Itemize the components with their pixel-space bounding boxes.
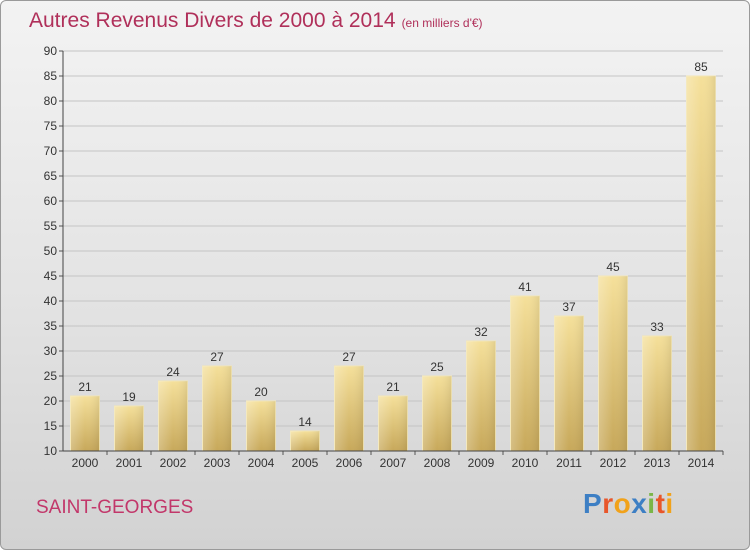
bar-value-label: 21 — [386, 380, 400, 394]
bar-value-label: 14 — [298, 415, 312, 429]
bar-shade — [290, 431, 320, 451]
logo-letter: o — [613, 488, 632, 519]
chart-title: Autres Revenus Divers de 2000 à 2014 (en … — [29, 9, 483, 33]
x-tick-label: 2001 — [116, 456, 143, 470]
bar-value-label: 25 — [430, 360, 444, 374]
chart-title-text: Autres Revenus Divers de 2000 à 2014 — [29, 9, 396, 32]
logo-letter: t — [655, 488, 666, 519]
bar-value-label: 37 — [562, 300, 576, 314]
logo-letter: P — [583, 488, 603, 519]
axes — [62, 51, 723, 452]
bar-value-label: 45 — [606, 260, 620, 274]
y-tick-label: 55 — [44, 219, 58, 233]
y-tick-label: 75 — [44, 119, 58, 133]
x-tick-label: 2005 — [292, 456, 319, 470]
bar-value-label: 21 — [78, 380, 92, 394]
x-tick-label: 2013 — [644, 456, 671, 470]
bar-shade — [642, 336, 672, 451]
bar-shade — [554, 316, 584, 451]
x-tick-label: 2008 — [424, 456, 451, 470]
bar-value-label: 27 — [210, 350, 224, 364]
x-tick-label: 2009 — [468, 456, 495, 470]
bar-shade — [686, 76, 716, 451]
bar-value-label: 19 — [122, 390, 136, 404]
y-tick-label: 85 — [44, 69, 58, 83]
bar-value-label: 27 — [342, 350, 356, 364]
bar-shade — [158, 381, 188, 451]
bar-shade — [334, 366, 364, 451]
bar-shade — [422, 376, 452, 451]
x-tick-label: 2010 — [512, 456, 539, 470]
y-tick-label: 70 — [44, 144, 58, 158]
bar-shade — [510, 296, 540, 451]
x-tick-label: 2014 — [688, 456, 715, 470]
bar-value-label: 20 — [254, 385, 268, 399]
logo-letter: x — [631, 488, 648, 519]
logo-letter: i — [647, 488, 656, 519]
logo-letter: r — [602, 488, 614, 519]
x-tick-label: 2002 — [160, 456, 187, 470]
x-tick-label: 2004 — [248, 456, 275, 470]
bar-value-label: 32 — [474, 325, 488, 339]
bar-shade — [246, 401, 276, 451]
bar-shade — [378, 396, 408, 451]
chart-subtitle: (en milliers d'€) — [401, 16, 483, 30]
y-tick-label: 20 — [44, 394, 58, 408]
x-tick-label: 2012 — [600, 456, 627, 470]
x-tick-label: 2011 — [556, 456, 582, 470]
bar-value-label: 24 — [166, 365, 180, 379]
bar-shade — [70, 396, 100, 451]
y-tick-label: 30 — [44, 344, 58, 358]
x-axis-ticks: 2000 2001 2002 2003 2004 2005 2006 2007 2008 2009… — [72, 451, 724, 470]
y-tick-label: 40 — [44, 294, 58, 308]
bar-shade — [598, 276, 628, 451]
bar-value-label: 41 — [518, 280, 532, 294]
x-tick-label: 2003 — [204, 456, 231, 470]
logo-letter: i — [665, 488, 674, 519]
y-tick-label: 60 — [44, 194, 58, 208]
bar-shade — [466, 341, 496, 451]
y-tick-label: 65 — [44, 169, 58, 183]
proxiti-logo[interactable]: Proxiti — [583, 488, 674, 520]
y-tick-label: 50 — [44, 244, 58, 258]
y-tick-label: 90 — [44, 44, 58, 58]
y-tick-label: 15 — [44, 419, 58, 433]
y-tick-label: 35 — [44, 319, 58, 333]
y-tick-label: 45 — [44, 269, 58, 283]
bar-shade — [114, 406, 144, 451]
x-tick-label: 2006 — [336, 456, 363, 470]
y-tick-label: 10 — [44, 444, 58, 458]
bars: 21 19 24 27 20 14 27 21 25 32 41 37 45 33 85 — [70, 60, 716, 452]
commune-name: SAINT-GEORGES — [36, 497, 194, 518]
y-tick-label: 25 — [44, 369, 58, 383]
x-tick-label: 2007 — [380, 456, 407, 470]
bar-value-label: 33 — [650, 320, 664, 334]
y-axis-ticks: 10 15 20 25 30 35 40 45 50 55 60 65 70 75 80 85 90 — [44, 44, 63, 458]
bar-shade — [202, 366, 232, 451]
bar-value-label: 85 — [694, 60, 708, 74]
y-tick-label: 80 — [44, 94, 58, 108]
x-tick-label: 2000 — [72, 456, 99, 470]
